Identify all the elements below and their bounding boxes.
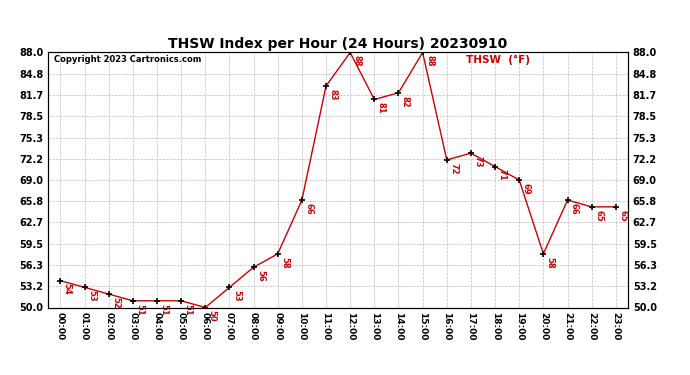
Text: 51: 51: [159, 304, 168, 315]
Text: 58: 58: [280, 256, 289, 268]
Text: 52: 52: [111, 297, 120, 309]
Text: 53: 53: [232, 290, 241, 302]
Text: 82: 82: [401, 96, 410, 107]
Text: 56: 56: [256, 270, 265, 282]
Text: 51: 51: [184, 304, 193, 315]
Text: 88: 88: [353, 55, 362, 67]
Text: 58: 58: [546, 256, 555, 268]
Text: 71: 71: [497, 170, 506, 181]
Text: 51: 51: [135, 304, 144, 315]
Text: 69: 69: [522, 183, 531, 194]
Text: 72: 72: [449, 163, 458, 174]
Text: 50: 50: [208, 310, 217, 322]
Text: 83: 83: [328, 89, 337, 101]
Text: 81: 81: [377, 102, 386, 114]
Text: 53: 53: [87, 290, 96, 302]
Text: Copyright 2023 Cartronics.com: Copyright 2023 Cartronics.com: [54, 55, 201, 64]
Text: 88: 88: [425, 55, 434, 67]
Text: 54: 54: [63, 284, 72, 295]
Text: 66: 66: [304, 203, 313, 214]
Text: 66: 66: [570, 203, 579, 214]
Text: 65: 65: [594, 210, 603, 221]
Text: 65: 65: [618, 210, 627, 221]
Text: 73: 73: [473, 156, 482, 167]
Title: THSW Index per Hour (24 Hours) 20230910: THSW Index per Hour (24 Hours) 20230910: [168, 38, 508, 51]
Text: THSW  (°F): THSW (°F): [466, 55, 530, 65]
